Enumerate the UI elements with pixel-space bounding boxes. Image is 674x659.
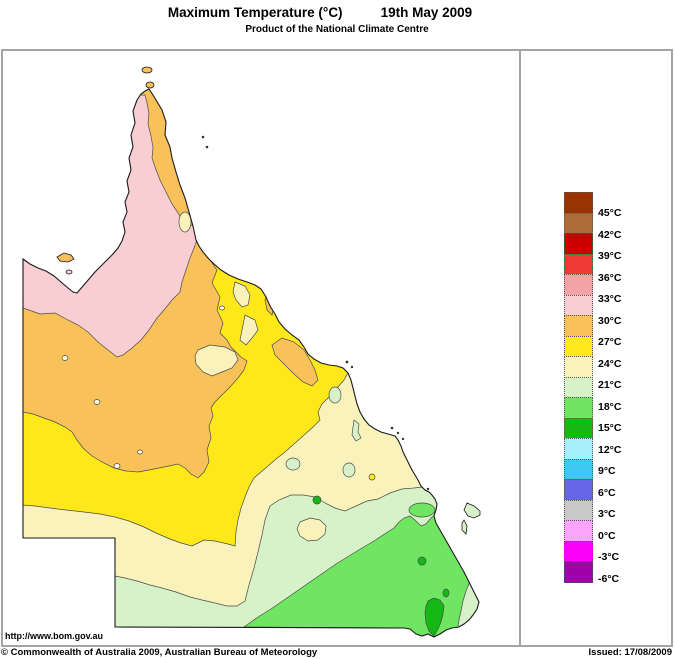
mint-patch [343, 463, 355, 477]
island-speck [351, 366, 353, 368]
legend-label: -6°C [598, 573, 619, 585]
legend-label: 27°C [598, 336, 621, 348]
legend-swatch [564, 500, 593, 522]
mint-patch [329, 387, 341, 403]
yellow-dot [369, 474, 375, 480]
legend-label: 15°C [598, 422, 621, 434]
legend-label: 45°C [598, 207, 621, 219]
weather-map-page: Maximum Temperature (°C) 19th May 2009 P… [0, 0, 674, 659]
island-mornington [57, 253, 74, 262]
legend-label: -3°C [598, 551, 619, 563]
region-12-15-patch [418, 557, 426, 565]
legend-color-bar [564, 192, 593, 583]
legend-label: 21°C [598, 379, 621, 391]
legend-swatch [564, 213, 593, 235]
lake [62, 356, 68, 361]
legend-swatch [564, 295, 593, 317]
region-12-15-patch [443, 589, 449, 597]
legend-label: 9°C [598, 465, 616, 477]
island-speck [202, 136, 205, 139]
legend-swatch [564, 336, 593, 358]
island-torres [146, 82, 154, 88]
legend-label: 18°C [598, 401, 621, 413]
mint-patch [286, 458, 300, 470]
island-speck [391, 427, 394, 430]
island-speck [402, 438, 404, 440]
legend-swatch [564, 438, 593, 460]
legend-label: 36°C [598, 272, 621, 284]
legend-swatch [564, 541, 593, 563]
green-dot [313, 496, 321, 504]
island-small-gulf [66, 270, 72, 274]
legend-swatch [564, 233, 593, 255]
legend-swatch [564, 254, 593, 276]
warm-coastal-patch [256, 252, 266, 272]
legend-swatch [564, 356, 593, 378]
legend-swatch [564, 377, 593, 399]
lake [138, 450, 143, 454]
bom-url: http://www.bom.gov.au [5, 631, 103, 641]
legend-label: 24°C [598, 358, 621, 370]
copyright-text: © Commonwealth of Australia 2009, Austra… [1, 647, 317, 658]
legend-swatch [564, 192, 593, 214]
island-speck [346, 361, 349, 364]
legend-label: 30°C [598, 315, 621, 327]
lake [220, 306, 225, 310]
legend-label: 12°C [598, 444, 621, 456]
island-fraser-south [462, 520, 467, 534]
legend-swatch [564, 274, 593, 296]
legend-swatch [564, 315, 593, 337]
island-speck [397, 432, 399, 434]
legend-swatch [564, 459, 593, 481]
island-speck [206, 146, 209, 149]
legend-swatch [564, 520, 593, 542]
legend-label: 3°C [598, 508, 616, 520]
lake [114, 464, 120, 469]
island-fraser [464, 503, 480, 518]
legend-swatch [564, 479, 593, 501]
island-torres [142, 67, 152, 73]
legend-label: 33°C [598, 293, 621, 305]
legend-label: 42°C [598, 229, 621, 241]
legend-swatch [564, 561, 593, 583]
issued-text: Issued: 17/08/2009 [589, 647, 672, 658]
cool-patch [179, 212, 191, 232]
legend-label: 6°C [598, 487, 616, 499]
region-15-18-island [409, 503, 435, 517]
island-speck [427, 488, 429, 490]
legend-swatch [564, 418, 593, 440]
legend-label: 0°C [598, 530, 616, 542]
lake [94, 400, 100, 405]
cool-patch [225, 242, 241, 260]
legend-label: 39°C [598, 250, 621, 262]
legend-swatch [564, 397, 593, 419]
